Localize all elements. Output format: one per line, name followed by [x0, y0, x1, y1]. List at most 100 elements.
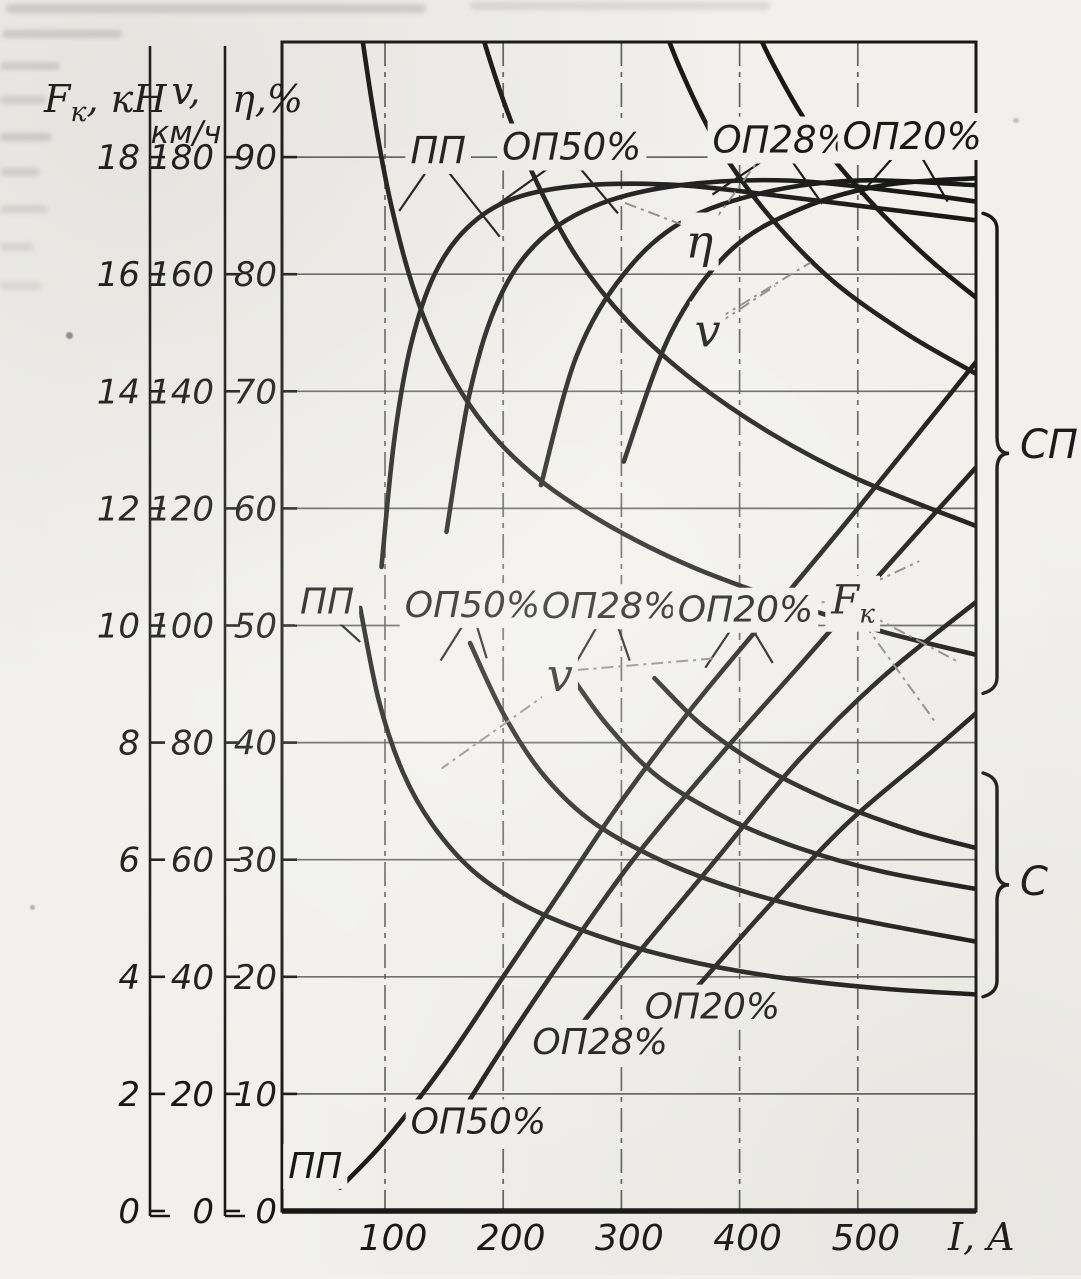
- leader-label-eta: [621, 200, 684, 226]
- tick-label-F: 18: [97, 138, 140, 178]
- v-axis-unit: км/ч: [151, 115, 222, 151]
- tick-label-F: 10: [97, 607, 140, 647]
- curve-eta-pp: [379, 181, 976, 570]
- curve-v-s-op20: [652, 675, 976, 851]
- leader-label-v-lower: [441, 690, 552, 770]
- label-fk: Fк: [830, 578, 875, 630]
- tick-label-F: 8: [118, 724, 140, 764]
- tick-label-v: 100: [149, 607, 214, 647]
- curve-v-sp-op20: [759, 42, 976, 300]
- label-v-upper: v: [695, 304, 721, 358]
- tick-label-eta: 0: [255, 1192, 277, 1232]
- curve-f-pp: [337, 359, 976, 1190]
- axes: [148, 40, 978, 1218]
- curve-eta-op20: [621, 175, 976, 464]
- scan-artifact: [0, 243, 34, 251]
- x-tick-label: 500: [831, 1218, 900, 1259]
- curve-v-s-op50: [467, 640, 976, 944]
- tick-label-eta: 10: [234, 1075, 277, 1115]
- label-backing: [837, 112, 987, 160]
- scan-speck: [66, 332, 73, 339]
- x-tick-label: 100: [359, 1218, 428, 1259]
- label-eta: η: [686, 215, 714, 269]
- label-backing: [707, 116, 857, 164]
- curve-v-sp-op28: [666, 42, 976, 376]
- label-backing: [680, 212, 719, 271]
- curve-f-op50: [441, 465, 976, 1143]
- curve-v-s-pp: [357, 605, 976, 997]
- label-backing: [497, 123, 647, 171]
- label-backing: [689, 301, 726, 360]
- curve-v-sp-op50: [481, 42, 976, 529]
- tick-label-F: 16: [97, 255, 140, 295]
- label-backing: [283, 1143, 348, 1189]
- f-axis-title: Fк, кН: [43, 77, 167, 128]
- x-tick-labels: 100 200 300 400 500 I, A: [359, 1215, 1015, 1259]
- leader-label-mid-op50: [474, 622, 488, 659]
- tick-label-v: 160: [149, 255, 214, 295]
- x-tick-label: 200: [477, 1218, 546, 1259]
- leader-label-mid-op28: [574, 622, 600, 665]
- tick-label-eta: 70: [234, 372, 277, 412]
- leader-label-top-pp: [443, 165, 501, 238]
- label-mid-pp: ПП: [300, 582, 354, 623]
- tick-label-F: 2: [118, 1075, 140, 1115]
- tick-label-F: 4: [118, 958, 140, 998]
- leader-label-top-op50: [497, 163, 555, 205]
- label-backing: [541, 645, 578, 704]
- scan-artifact: [0, 133, 52, 141]
- label-backing: [295, 579, 360, 625]
- label-backing: [399, 583, 546, 629]
- label-v-lower: v: [547, 648, 573, 702]
- label-backing: [405, 1099, 552, 1145]
- tick-label-eta: 40: [234, 724, 277, 764]
- curve-eta-op28: [538, 178, 976, 488]
- tick-label-F: 12: [97, 489, 140, 529]
- tick-label-v: 20: [171, 1075, 214, 1115]
- label-mid-op20: ОП20%: [678, 590, 813, 631]
- leader-label-mid-op28: [615, 622, 631, 661]
- label-top-op20: ОП20%: [843, 115, 982, 158]
- label-top-op28: ОП28%: [713, 118, 852, 161]
- scan-artifact: [2, 30, 122, 38]
- label-mid-op50: ОП50%: [405, 585, 540, 626]
- x-tick-label: 300: [595, 1218, 664, 1259]
- brace-С: [981, 771, 1010, 999]
- label-mid-op28: ОП28%: [542, 586, 677, 627]
- curve-v-sp-pp: [360, 42, 976, 658]
- label-backing: [527, 1019, 673, 1065]
- leader-label-v-upper: [717, 261, 812, 320]
- x-tick-label: 400: [713, 1218, 782, 1259]
- scan-artifact: [470, 2, 770, 10]
- leader-label-top-op28: [790, 159, 824, 205]
- curve-f-op20: [678, 711, 976, 1009]
- x-axis-title: I, A: [947, 1215, 1015, 1259]
- leader-label-top-op20: [920, 156, 949, 203]
- leader-label-mid-op50: [439, 622, 466, 662]
- brace-label-С: С: [1020, 859, 1048, 905]
- leader-label-fk: [871, 615, 957, 662]
- leader-label-fk: [862, 622, 937, 724]
- tick-label-v: 0: [192, 1192, 214, 1232]
- scan-artifact: [0, 168, 40, 176]
- tick-label-eta: 50: [234, 607, 277, 647]
- scan-artifact: [6, 4, 426, 13]
- leader-label-top-op50: [575, 163, 619, 215]
- tick-label-eta: 30: [234, 841, 277, 881]
- label-bot-pp: ПП: [288, 1146, 342, 1187]
- scan-artifact: [0, 96, 46, 104]
- tick-label-v: 140: [149, 372, 214, 412]
- scan-speck: [30, 905, 35, 910]
- label-backing: [825, 575, 881, 632]
- leader-label-v-lower: [576, 657, 717, 671]
- tick-label-v: 60: [171, 841, 214, 881]
- tick-label-eta: 80: [234, 255, 277, 295]
- leader-lines: [334, 156, 957, 770]
- grouping-braces: СП С: [981, 211, 1078, 999]
- tick-label-F: 0: [118, 1192, 140, 1232]
- tick-label-v: 40: [171, 958, 214, 998]
